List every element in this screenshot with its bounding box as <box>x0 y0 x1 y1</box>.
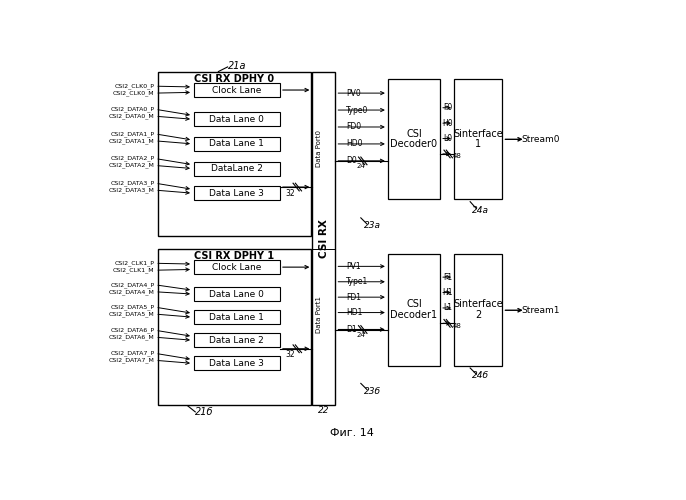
Text: Decoder0: Decoder0 <box>390 140 438 149</box>
Bar <box>388 254 440 366</box>
Text: D1: D1 <box>346 325 357 334</box>
Text: Data Lane 0: Data Lane 0 <box>209 290 264 298</box>
Bar <box>388 79 440 198</box>
Text: F0: F0 <box>443 103 453 112</box>
Bar <box>454 254 502 366</box>
Text: Stream1: Stream1 <box>522 306 560 315</box>
Text: Data Lane 3: Data Lane 3 <box>209 188 264 198</box>
Bar <box>193 112 280 126</box>
Text: CSI2_DATA6_P: CSI2_DATA6_P <box>110 328 154 333</box>
Text: Type1: Type1 <box>346 278 368 286</box>
Text: CSI2_DATA4_M: CSI2_DATA4_M <box>108 289 154 294</box>
Text: CSI2_DATA1_P: CSI2_DATA1_P <box>110 131 154 137</box>
Text: CSI2_DATA0_P: CSI2_DATA0_P <box>110 106 154 112</box>
Bar <box>193 287 280 301</box>
Text: CSI2_CLK0_P: CSI2_CLK0_P <box>115 84 154 89</box>
Text: CSI2_DATA6_M: CSI2_DATA6_M <box>108 334 154 340</box>
Text: Sinterface: Sinterface <box>453 128 503 138</box>
Text: Data Lane 1: Data Lane 1 <box>209 140 264 148</box>
Text: Фиг. 14: Фиг. 14 <box>330 428 373 438</box>
Text: Clock Lane: Clock Lane <box>212 86 261 94</box>
Text: CSI2_DATA7_M: CSI2_DATA7_M <box>108 358 154 363</box>
Text: 32: 32 <box>285 350 295 360</box>
Text: CSI RX DPHY 1: CSI RX DPHY 1 <box>194 252 274 262</box>
Text: Data Port1: Data Port1 <box>316 296 322 333</box>
Text: Data Lane 2: Data Lane 2 <box>209 336 264 345</box>
Bar <box>158 248 311 405</box>
Bar <box>312 72 335 405</box>
Text: CSI2_DATA5_P: CSI2_DATA5_P <box>110 304 154 310</box>
Text: CSI RX DPHY 0: CSI RX DPHY 0 <box>194 74 274 84</box>
Text: Sinterface: Sinterface <box>453 300 503 310</box>
Text: FD1: FD1 <box>346 292 362 302</box>
Text: 32: 32 <box>285 188 295 198</box>
Text: CSI2_DATA4_P: CSI2_DATA4_P <box>110 282 154 288</box>
Text: 24a: 24a <box>472 206 488 214</box>
Text: Data Port0: Data Port0 <box>316 130 322 167</box>
Text: Type0: Type0 <box>346 106 368 114</box>
Bar <box>193 137 280 151</box>
Text: 23a: 23a <box>364 221 381 230</box>
Text: D0: D0 <box>346 156 357 166</box>
Text: PV1: PV1 <box>346 262 361 271</box>
Bar <box>193 162 280 175</box>
Bar <box>454 79 502 198</box>
Text: 2: 2 <box>475 310 482 320</box>
Text: FD0: FD0 <box>346 122 362 132</box>
Bar <box>193 356 280 370</box>
Bar <box>158 72 311 235</box>
Text: 48: 48 <box>453 322 461 328</box>
Text: CSI RX: CSI RX <box>319 219 329 258</box>
Text: F1: F1 <box>443 272 453 281</box>
Text: L1: L1 <box>443 304 453 312</box>
Text: H0: H0 <box>442 118 453 128</box>
Text: Data Lane 3: Data Lane 3 <box>209 359 264 368</box>
Text: CSI2_DATA7_P: CSI2_DATA7_P <box>110 350 154 356</box>
Bar <box>193 260 280 274</box>
Text: Stream0: Stream0 <box>522 135 560 144</box>
Text: Decoder1: Decoder1 <box>390 310 438 320</box>
Text: Clock Lane: Clock Lane <box>212 262 261 272</box>
Text: L0: L0 <box>443 134 453 143</box>
Text: CSI2_DATA5_M: CSI2_DATA5_M <box>108 312 154 317</box>
Text: CSI: CSI <box>406 128 422 138</box>
Text: CSI: CSI <box>406 300 422 310</box>
Text: 23б: 23б <box>364 386 381 396</box>
Text: CSI2_DATA3_P: CSI2_DATA3_P <box>110 180 154 186</box>
Text: HD1: HD1 <box>346 308 363 317</box>
Text: CSI2_DATA2_M: CSI2_DATA2_M <box>108 162 154 168</box>
Text: Data Lane 0: Data Lane 0 <box>209 115 264 124</box>
Text: 48: 48 <box>453 153 461 159</box>
Text: CSI2_DATA0_M: CSI2_DATA0_M <box>108 114 154 119</box>
Text: 21a: 21a <box>228 61 247 71</box>
Text: Data Lane 1: Data Lane 1 <box>209 312 264 322</box>
Text: CSI2_DATA1_M: CSI2_DATA1_M <box>108 138 154 143</box>
Bar <box>193 186 280 200</box>
Text: CSI2_CLK0_M: CSI2_CLK0_M <box>113 90 154 96</box>
Bar <box>193 83 280 97</box>
Text: CSI2_DATA2_P: CSI2_DATA2_P <box>110 156 154 162</box>
Text: 24: 24 <box>357 164 366 170</box>
Text: HD0: HD0 <box>346 140 363 148</box>
Text: H1: H1 <box>442 288 453 297</box>
Text: 22: 22 <box>318 406 329 415</box>
Text: PV0: PV0 <box>346 88 361 98</box>
Text: DataLane 2: DataLane 2 <box>211 164 263 173</box>
Bar <box>193 310 280 324</box>
Text: 24б: 24б <box>472 371 488 380</box>
Text: 24: 24 <box>357 332 366 338</box>
Text: CSI2_CLK1_M: CSI2_CLK1_M <box>113 268 154 273</box>
Text: 1: 1 <box>475 140 482 149</box>
Text: CSI2_CLK1_P: CSI2_CLK1_P <box>115 260 154 266</box>
Bar <box>193 334 280 347</box>
Text: 21б: 21б <box>196 407 214 417</box>
Text: CSI2_DATA3_M: CSI2_DATA3_M <box>108 188 154 193</box>
